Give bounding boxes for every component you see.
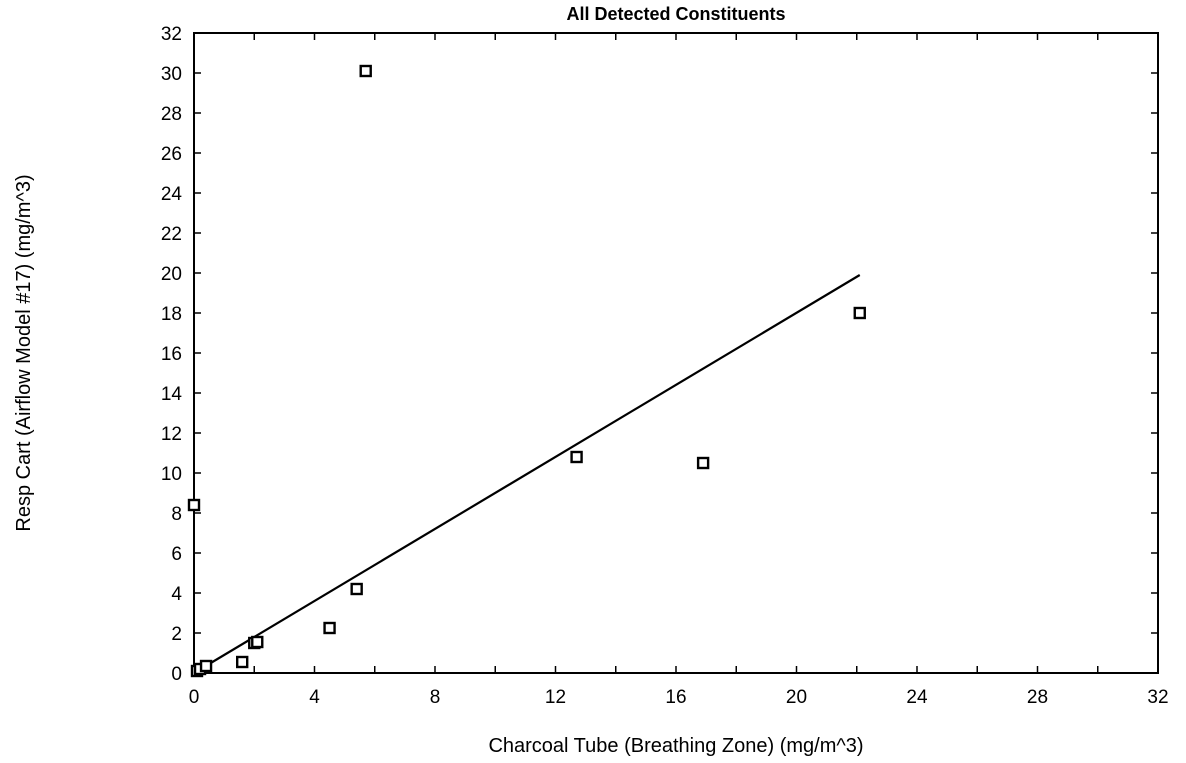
y-tick-label: 0 — [171, 664, 182, 685]
y-tick-label: 16 — [161, 344, 182, 365]
y-tick-label: 18 — [161, 304, 182, 325]
data-point — [350, 582, 363, 596]
x-tick-label: 4 — [309, 687, 320, 708]
y-tick-label: 26 — [161, 144, 182, 165]
x-tick-label: 16 — [665, 687, 686, 708]
data-point — [187, 498, 201, 512]
y-tick-label: 4 — [171, 584, 182, 605]
data-point — [199, 659, 213, 673]
y-tick-label: 32 — [161, 24, 182, 45]
x-axis-label: Charcoal Tube (Breathing Zone) (mg/m^3) — [488, 735, 863, 757]
x-tick-label: 20 — [786, 687, 807, 708]
x-tick-label: 8 — [430, 687, 441, 708]
data-point — [570, 450, 583, 464]
y-tick-label: 6 — [171, 544, 182, 565]
y-tick-label: 30 — [161, 64, 182, 85]
data-point — [359, 64, 372, 78]
x-tick-label: 24 — [906, 687, 928, 708]
y-tick-label: 24 — [161, 184, 183, 205]
y-axis-label: Resp Cart (Airflow Model #17) (mg/m^3) — [13, 174, 35, 531]
y-tick-label: 2 — [171, 624, 182, 645]
x-tick-label: 32 — [1147, 687, 1168, 708]
x-tick-label: 0 — [189, 687, 200, 708]
x-tick-label: 12 — [545, 687, 566, 708]
data-point — [251, 635, 264, 649]
data-point — [853, 306, 866, 320]
y-tick-label: 14 — [161, 384, 183, 405]
y-tick-label: 28 — [161, 104, 182, 125]
y-tick-label: 8 — [171, 504, 182, 525]
y-tick-label: 20 — [161, 264, 182, 285]
data-point — [323, 621, 336, 635]
fit-line — [193, 274, 861, 674]
y-tick-label: 12 — [161, 424, 182, 445]
y-tick-label: 10 — [161, 464, 182, 485]
chart-title: All Detected Constituents — [566, 4, 785, 24]
data-point — [235, 655, 249, 669]
plot-frame — [193, 32, 1159, 674]
y-tick-label: 22 — [161, 224, 182, 245]
x-tick-label: 28 — [1027, 687, 1048, 708]
data-point — [696, 456, 710, 470]
